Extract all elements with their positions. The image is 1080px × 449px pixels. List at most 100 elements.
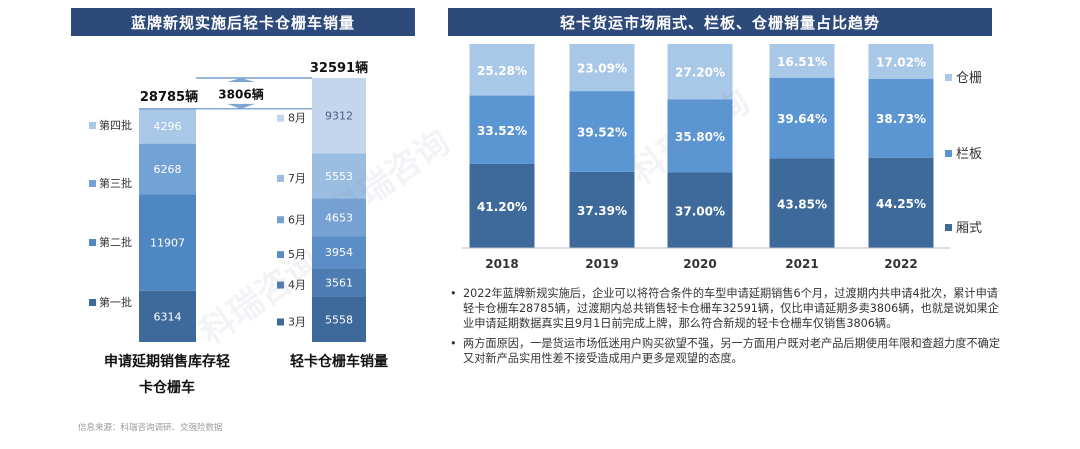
data-label: 5558 xyxy=(325,313,353,326)
bar-caption: 卡仓栅车 xyxy=(139,379,195,396)
data-label: 27.20% xyxy=(675,66,725,80)
data-label: 43.85% xyxy=(777,197,827,211)
data-label: 37.39% xyxy=(577,204,627,218)
bar-caption: 轻卡仓栅车销量 xyxy=(290,353,388,370)
legend-label: 第二批 xyxy=(99,235,132,249)
data-label: 6314 xyxy=(154,310,182,323)
data-label: 6268 xyxy=(154,163,182,176)
bar-segment xyxy=(667,44,733,100)
legend-swatch xyxy=(277,318,284,326)
legend-label: 第三批 xyxy=(99,176,132,190)
bar-segment xyxy=(569,44,635,92)
legend-swatch xyxy=(89,299,96,306)
right-chart-title: 轻卡货运市场厢式、栏板、仓栅销量占比趋势 xyxy=(448,8,992,36)
total-label: 28785辆 xyxy=(140,89,198,105)
legend-swatch xyxy=(277,174,284,182)
legend-label: 仓栅 xyxy=(956,71,982,86)
total-label: 32591辆 xyxy=(310,60,368,76)
legend-label: 3月 xyxy=(288,315,306,328)
data-label: 38.73% xyxy=(876,112,926,126)
data-label: 33.52% xyxy=(477,124,527,138)
bar-segment xyxy=(868,44,934,79)
bar-segment xyxy=(569,91,635,172)
legend-label: 4月 xyxy=(288,279,306,292)
bar-segment xyxy=(139,108,196,144)
x-tick-label: 2020 xyxy=(683,257,716,271)
note-text: 两方面原因，一是货运市场低迷用户购买欲望不强，另一方面用户既对老产品后期使用年限… xyxy=(463,337,1001,365)
bar-segment xyxy=(667,172,733,248)
data-label: 4653 xyxy=(325,211,353,224)
notes-list: • 2022年蓝牌新规实施后，企业可以将符合条件的车型申请延期销售6个月，过渡期… xyxy=(447,286,1005,371)
bar-segment xyxy=(569,171,635,248)
bullet-icon: • xyxy=(450,287,457,300)
legend-label: 6月 xyxy=(288,213,306,226)
note-item: • 两方面原因，一是货运市场低迷用户购买欲望不强，另一方面用户既对老产品后期使用… xyxy=(447,336,1005,366)
data-label: 25.28% xyxy=(477,64,527,78)
legend-swatch xyxy=(945,224,952,231)
legend-swatch xyxy=(945,150,952,157)
bar-segment xyxy=(312,153,366,199)
data-label: 17.02% xyxy=(876,55,926,69)
note-item: • 2022年蓝牌新规实施后，企业可以将符合条件的车型申请延期销售6个月，过渡期… xyxy=(447,286,1005,331)
data-label: 44.25% xyxy=(876,197,926,211)
left-stacked-chart: 6314 11907 6268 4296 5558 3561 3954 4653 5553 931… xyxy=(89,60,388,396)
bar-segment xyxy=(469,163,535,248)
legend-label: 7月 xyxy=(288,172,306,185)
bar-segment xyxy=(667,99,733,173)
legend-label: 栏板 xyxy=(956,147,982,162)
x-tick-label: 2022 xyxy=(884,257,917,271)
bar-segment xyxy=(868,157,934,248)
legend-swatch xyxy=(277,216,284,224)
legend-label: 5月 xyxy=(288,248,306,261)
bar-segment xyxy=(769,44,835,78)
data-label: 39.52% xyxy=(577,125,627,139)
legend-label: 厢式 xyxy=(956,221,982,236)
bar-segment xyxy=(139,143,196,195)
source-note: 信息来源：科瑞咨询调研、交强险数据 xyxy=(78,423,223,433)
bar-segment xyxy=(312,268,366,297)
bar-segment xyxy=(769,158,835,248)
data-label: 11907 xyxy=(150,237,185,250)
bar-segment xyxy=(139,290,196,342)
legend-label: 8月 xyxy=(288,112,306,125)
left-chart-title: 蓝牌新规实施后轻卡仓栅车销量 xyxy=(71,8,415,36)
data-label: 9312 xyxy=(325,110,353,123)
legend-swatch xyxy=(89,239,96,246)
bar-segment xyxy=(312,296,366,342)
legend-swatch xyxy=(277,251,284,259)
data-label: 16.51% xyxy=(777,55,827,69)
data-label: 35.80% xyxy=(675,130,725,144)
bullet-icon: • xyxy=(450,337,457,350)
bar-segment xyxy=(469,44,535,96)
bar-segment xyxy=(312,198,366,237)
bar-segment xyxy=(312,78,366,154)
x-tick-label: 2018 xyxy=(485,257,518,271)
right-percent-chart: 41.20% 33.52% 25.28% 2018 37.39% 39.52% 23.09%… xyxy=(462,44,982,271)
data-label: 5553 xyxy=(325,170,353,183)
x-tick-label: 2021 xyxy=(785,257,818,271)
bar-segment xyxy=(868,78,934,158)
bar-caption: 申请延期销售库存轻 xyxy=(104,353,230,370)
data-label: 3954 xyxy=(325,246,353,259)
data-label: 4296 xyxy=(154,120,182,133)
data-label: 3561 xyxy=(325,277,353,290)
legend-swatch xyxy=(89,122,96,129)
bar-segment xyxy=(469,95,535,164)
bar-segment xyxy=(769,77,835,159)
note-text: 2022年蓝牌新规实施后，企业可以将符合条件的车型申请延期销售6个月，过渡期内共… xyxy=(463,287,999,330)
legend-label: 第一批 xyxy=(99,295,132,309)
x-tick-label: 2019 xyxy=(585,257,618,271)
bar-segment xyxy=(139,194,196,291)
legend-swatch xyxy=(945,74,952,81)
data-label: 37.00% xyxy=(675,204,725,218)
data-label: 41.20% xyxy=(477,200,527,214)
legend-swatch xyxy=(277,114,284,122)
legend-swatch xyxy=(277,281,284,289)
difference-arrow-down xyxy=(227,103,255,109)
data-label: 39.64% xyxy=(777,112,827,126)
legend-label: 第四批 xyxy=(99,118,132,132)
bar-segment xyxy=(312,236,366,269)
difference-arrow-up xyxy=(227,78,255,82)
legend-swatch xyxy=(89,180,96,187)
difference-label: 3806辆 xyxy=(218,86,263,101)
